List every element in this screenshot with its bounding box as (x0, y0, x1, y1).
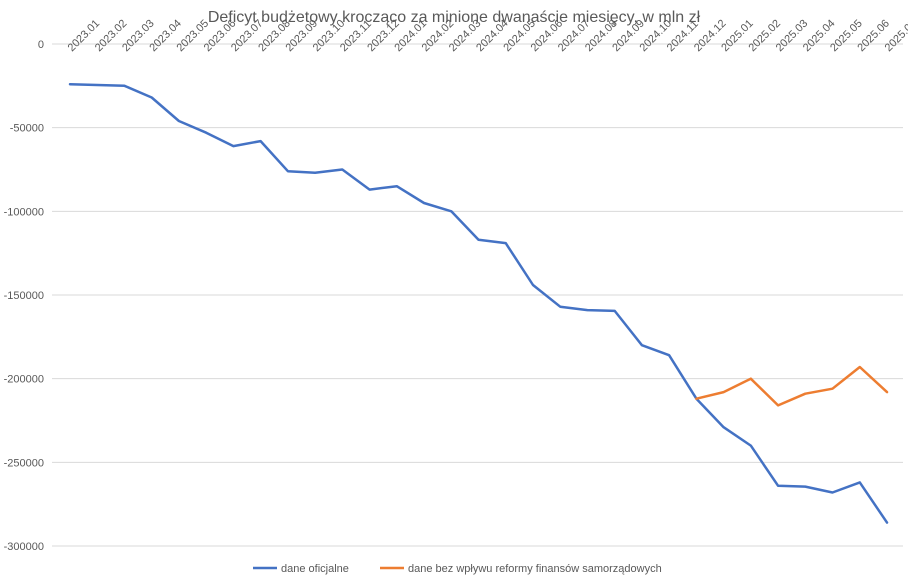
y-tick-label: -300000 (4, 541, 44, 553)
legend-label: dane oficjalne (281, 563, 349, 575)
series-layer (68, 82, 889, 524)
y-axis: 0 -50000 -100000 -150000 -200000 -250000 -3000… (4, 39, 44, 553)
legend-label: dane bez wpływu reformy finansów samorzą… (408, 563, 662, 575)
grid-layer (52, 43, 903, 547)
series-line-1 (68, 82, 889, 524)
legend: dane oficjalne dane bez wpływu reformy fi… (253, 563, 662, 575)
y-tick-label: -150000 (4, 290, 44, 302)
y-tick-label: -50000 (10, 123, 44, 135)
y-tick-label: -250000 (4, 457, 44, 469)
chart-title: Deficyt budżetowy krocząco za minione dw… (208, 9, 701, 26)
y-tick-label: -200000 (4, 374, 44, 386)
y-tick-label: 0 (38, 39, 44, 51)
y-tick-label: -100000 (4, 206, 44, 218)
series-line-2 (695, 365, 889, 407)
